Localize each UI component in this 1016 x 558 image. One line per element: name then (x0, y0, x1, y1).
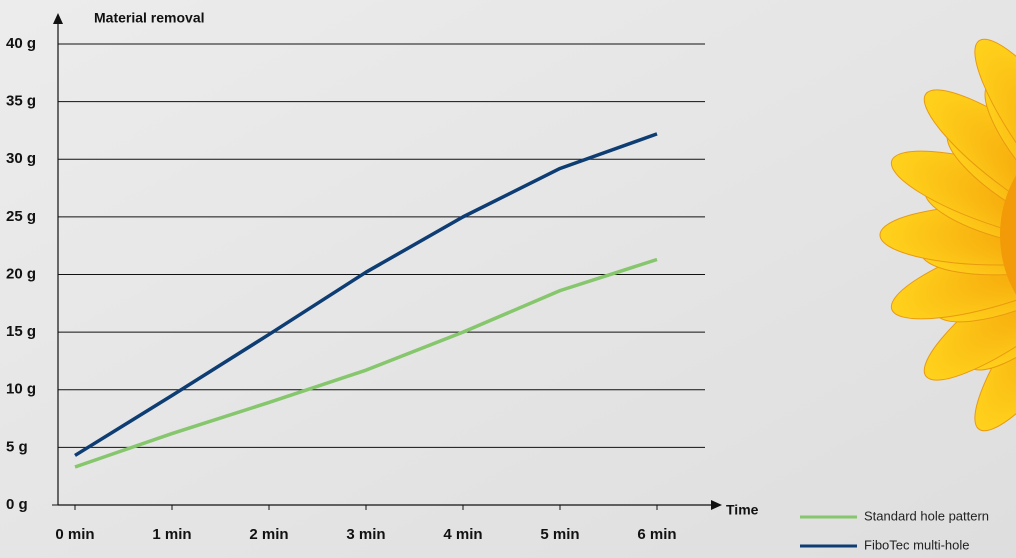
y-axis-title: Material removal (94, 10, 205, 26)
x-tick-label: 2 min (249, 526, 288, 543)
y-tick-label: 30 g (6, 150, 36, 167)
flower-center (1000, 175, 1016, 295)
y-tick-label: 25 g (6, 208, 36, 225)
series-line (74, 257, 658, 469)
x-tick-label: 3 min (346, 526, 385, 543)
y-tick-label: 20 g (6, 265, 36, 282)
y-tick-label: 15 g (6, 323, 36, 340)
x-tick-label: 0 min (55, 526, 94, 543)
legend-label: Standard hole pattern (864, 508, 989, 523)
sunflower (879, 38, 1016, 432)
petal (923, 89, 1016, 240)
petal (974, 38, 1016, 238)
y-tick-label: 0 g (6, 496, 28, 513)
y-tick-label: 10 g (6, 381, 36, 398)
y-arrow (53, 13, 63, 24)
legend-label: FiboTec multi-hole (864, 537, 970, 552)
x-tick-label: 1 min (152, 526, 191, 543)
x-tick-label: 5 min (540, 526, 579, 543)
x-arrow (711, 500, 722, 510)
x-tick-label: 4 min (443, 526, 482, 543)
y-tick-label: 5 g (6, 438, 28, 455)
y-tick-label: 35 g (6, 93, 36, 110)
y-tick-label: 40 g (6, 35, 36, 52)
x-tick-label: 6 min (637, 526, 676, 543)
petal (974, 232, 1016, 432)
x-axis-title: Time (726, 502, 759, 518)
series-line (74, 132, 658, 457)
